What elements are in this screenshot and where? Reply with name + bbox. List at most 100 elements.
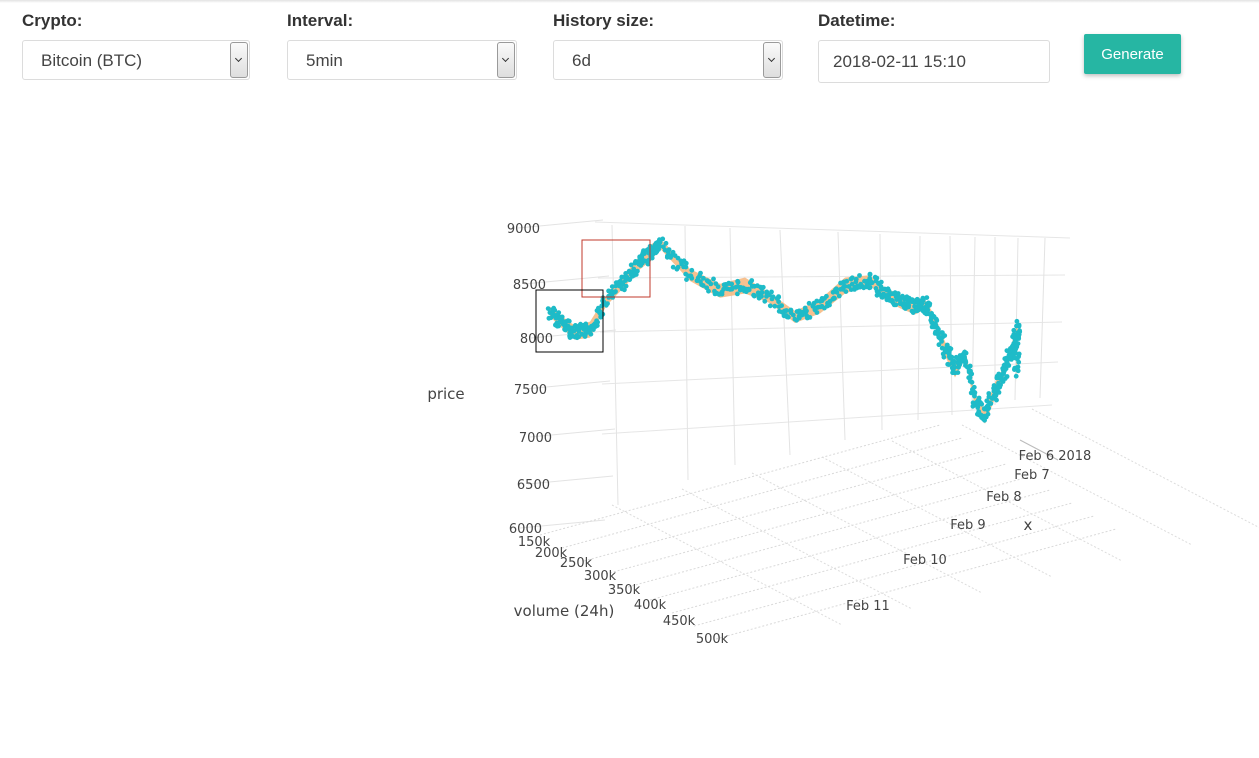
data-point <box>637 257 643 263</box>
data-point <box>857 273 862 278</box>
x-tick-label: Feb 6 2018 <box>1019 449 1092 464</box>
data-point <box>949 365 955 371</box>
data-point <box>968 371 974 377</box>
data-point <box>814 298 820 304</box>
data-point <box>1009 344 1015 349</box>
data-point <box>939 339 944 344</box>
data-point <box>942 348 948 354</box>
data-point <box>708 281 714 287</box>
interval-select[interactable]: 5min <box>287 40 517 80</box>
data-point <box>559 314 565 320</box>
data-point <box>1012 335 1018 341</box>
chevron-down-icon[interactable] <box>230 42 248 78</box>
data-point <box>979 401 985 407</box>
data-point <box>1012 365 1018 371</box>
data-point <box>819 296 825 301</box>
history-select[interactable]: 6d <box>553 40 783 80</box>
data-point <box>936 342 942 348</box>
data-point <box>842 284 848 289</box>
data-point <box>827 302 832 308</box>
data-point <box>695 275 701 281</box>
data-point <box>876 281 881 286</box>
data-point <box>933 322 939 328</box>
data-point <box>715 284 721 290</box>
data-point <box>827 299 833 304</box>
data-point <box>948 354 954 360</box>
data-point <box>796 315 802 321</box>
data-point <box>620 281 626 286</box>
data-point <box>960 352 966 358</box>
interval-label: Interval: <box>287 11 354 30</box>
history-field: History size: 6d <box>553 10 783 80</box>
data-point <box>1005 361 1010 366</box>
data-point <box>955 370 961 375</box>
data-point <box>572 334 578 340</box>
data-point <box>666 247 672 253</box>
data-point <box>657 243 662 249</box>
price-tick-label: 7000 <box>519 431 552 446</box>
price-tick-label: 7500 <box>514 383 547 398</box>
data-point <box>834 286 839 292</box>
data-point <box>698 270 703 276</box>
data-point <box>631 266 637 272</box>
data-point <box>969 379 975 385</box>
price-tick-label: 9000 <box>507 222 540 237</box>
interval-select-value: 5min <box>306 51 343 70</box>
data-point <box>816 304 821 310</box>
data-point <box>1004 374 1010 379</box>
plot-grid <box>517 219 1259 640</box>
data-point <box>1014 318 1020 324</box>
data-point <box>591 327 596 332</box>
volume-tick-label: 400k <box>634 598 667 613</box>
data-point <box>941 354 947 360</box>
data-point <box>751 293 757 299</box>
data-point <box>632 260 638 266</box>
data-point <box>700 283 706 288</box>
history-label: History size: <box>553 11 655 30</box>
data-point <box>916 298 922 304</box>
data-point <box>716 292 722 297</box>
data-point <box>929 311 934 316</box>
chevron-down-icon[interactable] <box>497 42 515 78</box>
data-point <box>776 299 781 305</box>
data-point <box>661 244 666 250</box>
data-point <box>684 277 689 282</box>
data-point <box>667 253 673 259</box>
data-point <box>849 275 855 281</box>
data-point <box>844 278 850 284</box>
data-point <box>986 391 992 396</box>
data-points <box>545 236 1023 423</box>
data-point <box>760 284 766 290</box>
data-point <box>996 380 1001 386</box>
data-point <box>909 297 915 303</box>
data-point <box>595 319 600 325</box>
data-point <box>624 276 630 281</box>
data-point <box>804 313 809 318</box>
data-point <box>635 268 640 274</box>
data-point <box>836 293 842 299</box>
data-point <box>735 278 740 284</box>
data-point <box>770 294 776 300</box>
data-point <box>970 403 976 409</box>
generate-button[interactable]: Generate <box>1084 34 1181 74</box>
data-point <box>626 268 632 274</box>
data-point <box>619 286 625 292</box>
data-point <box>735 291 740 297</box>
data-point <box>966 367 972 373</box>
datetime-input[interactable] <box>818 40 1050 83</box>
data-point <box>889 291 895 297</box>
data-point <box>868 278 873 284</box>
data-point <box>897 298 903 303</box>
data-point <box>1014 356 1020 362</box>
highlight-box-red <box>581 239 651 298</box>
data-point <box>689 267 695 273</box>
data-point <box>784 308 789 313</box>
data-point <box>994 397 999 403</box>
highlight-box-black <box>535 289 604 353</box>
chevron-down-icon[interactable] <box>763 42 781 78</box>
crypto-select[interactable]: Bitcoin (BTC) <box>22 40 250 80</box>
volume-tick-label: 450k <box>663 614 696 629</box>
x-axis-title: x <box>1024 516 1033 534</box>
data-point <box>991 388 997 394</box>
